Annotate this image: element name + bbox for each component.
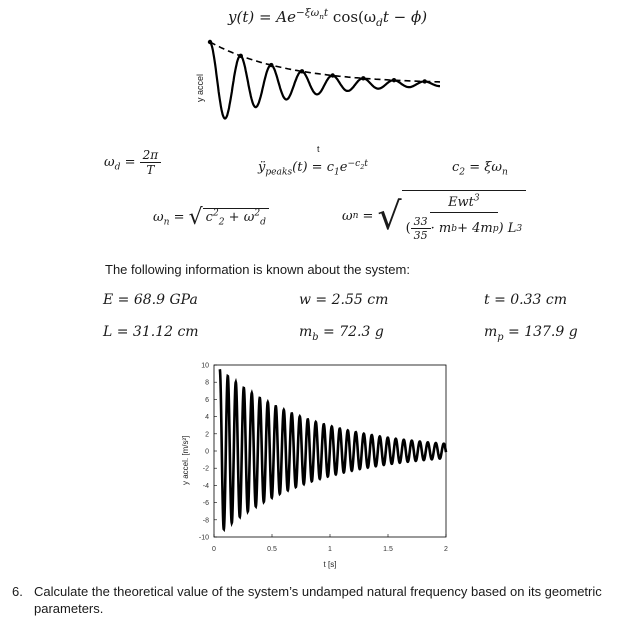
accel-chart-x-ticks: 0 0.5 1 1.5 2 bbox=[212, 534, 448, 553]
question-number: 6. bbox=[12, 584, 23, 599]
y-tick-label: -4 bbox=[203, 483, 209, 490]
y-tick-label: 6 bbox=[205, 397, 209, 404]
param-L: L = 31.12 cm bbox=[103, 324, 199, 340]
intro-text: The following information is known about… bbox=[105, 262, 410, 277]
y-tick-label: 8 bbox=[205, 380, 209, 387]
eq-wn-damped: ωn = √ c22 + ω2d bbox=[153, 205, 269, 230]
schematic-signal-line bbox=[209, 41, 440, 120]
eq-c2: c2 = ξωn bbox=[452, 160, 508, 178]
schematic-peak-markers bbox=[207, 39, 427, 84]
param-mp: mp = 137.9 g bbox=[484, 324, 578, 343]
x-tick-label: 0 bbox=[212, 546, 216, 553]
accel-chart-xlabel: t [s] bbox=[324, 560, 337, 569]
x-tick-label: 1.5 bbox=[383, 546, 393, 553]
y-tick-label: -2 bbox=[203, 466, 209, 473]
x-tick-label: 2 bbox=[444, 546, 448, 553]
schematic-envelope-line bbox=[209, 41, 441, 83]
eq-response: y(t) = Ae−ξωnt cos(ωdt − ϕ) bbox=[228, 7, 428, 29]
schematic-ylabel: y accel bbox=[195, 74, 205, 102]
schematic-decay-chart: y accel bbox=[195, 39, 441, 120]
question-text-line1: Calculate the theoretical value of the s… bbox=[34, 584, 602, 599]
y-tick-label: 10 bbox=[201, 363, 209, 370]
schematic-peak-marker bbox=[422, 79, 427, 84]
schematic-xlabel: t bbox=[317, 144, 320, 154]
accel-chart-y-ticks: 10 8 6 4 2 0 -2 -4 -6 -8 -10 bbox=[199, 363, 217, 542]
schematic-peak-marker bbox=[361, 76, 366, 81]
x-tick-label: 1 bbox=[328, 546, 332, 553]
schematic-peak-marker bbox=[391, 78, 397, 83]
y-tick-label: 4 bbox=[205, 414, 209, 421]
param-w: w = 2.55 cm bbox=[299, 292, 389, 308]
schematic-peak-marker bbox=[238, 53, 243, 58]
schematic-peak-marker bbox=[269, 62, 274, 68]
eq-wd: ωd = 2π T bbox=[104, 148, 162, 177]
y-tick-label: -10 bbox=[199, 535, 209, 542]
param-t: t = 0.33 cm bbox=[484, 292, 567, 308]
param-E: E = 68.9 GPa bbox=[103, 292, 198, 308]
schematic-peak-marker bbox=[330, 73, 335, 78]
y-tick-label: 0 bbox=[205, 449, 209, 456]
accel-chart-signal-line bbox=[218, 369, 448, 533]
accel-chart-ylabel: y accel. [m/s²] bbox=[181, 436, 190, 485]
y-tick-label: 2 bbox=[205, 431, 209, 438]
accel-chart: 10 8 6 4 2 0 -2 -4 -6 -8 -10 0 0.5 1 1.5 2 y accel. [m… bbox=[181, 363, 448, 570]
eq-ypeaks: ÿpeaks(t) = c1e−c2t bbox=[258, 158, 368, 178]
schematic-peak-marker bbox=[299, 69, 305, 74]
y-tick-label: -6 bbox=[203, 500, 209, 507]
schematic-peak-marker bbox=[207, 39, 213, 45]
question-text-line2: parameters. bbox=[34, 601, 104, 616]
y-tick-label: -8 bbox=[203, 517, 209, 524]
x-tick-label: 0.5 bbox=[267, 546, 277, 553]
param-mb: mb = 72.3 g bbox=[299, 324, 384, 343]
